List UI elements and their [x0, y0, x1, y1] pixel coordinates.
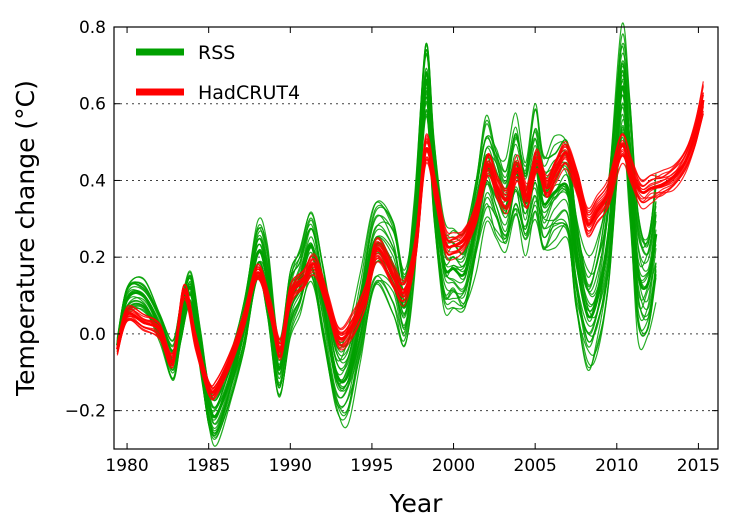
ensemble-mean-line: [115, 99, 705, 395]
y-tick-label: 0.6: [79, 95, 106, 115]
ensemble-mean-line: [115, 78, 658, 418]
y-tick-label: 0.4: [79, 171, 106, 191]
y-axis-title: Temperature change (°C): [11, 80, 40, 397]
y-tick-label: 0.2: [79, 248, 106, 268]
x-tick-label: 1990: [269, 456, 312, 476]
y-tick-label: 0.0: [79, 325, 106, 345]
x-tick-label: 1985: [187, 456, 230, 476]
x-axis-ticks: 1980 1985 1990 1995 2000 2005 2010 2015: [105, 27, 720, 476]
y-axis-ticks: −0.2 0.0 0.2 0.4 0.6 0.8: [65, 18, 718, 422]
hadcrut4-series: [115, 81, 705, 401]
legend-label-hadcrut4: HadCRUT4: [198, 82, 300, 104]
x-tick-label: 1995: [350, 456, 393, 476]
x-tick-label: 1980: [105, 456, 148, 476]
x-tick-label: 2015: [677, 456, 720, 476]
y-tick-label: −0.2: [65, 402, 106, 422]
y-tick-label: 0.8: [79, 18, 106, 38]
x-axis-title: Year: [389, 489, 444, 518]
x-tick-label: 2010: [595, 456, 638, 476]
ensemble-line: [116, 81, 704, 387]
x-tick-label: 2000: [432, 456, 475, 476]
legend: RSS HadCRUT4: [136, 42, 300, 104]
legend-label-rss: RSS: [198, 42, 235, 64]
plot-frame: [113, 26, 719, 450]
x-tick-label: 2005: [514, 456, 557, 476]
